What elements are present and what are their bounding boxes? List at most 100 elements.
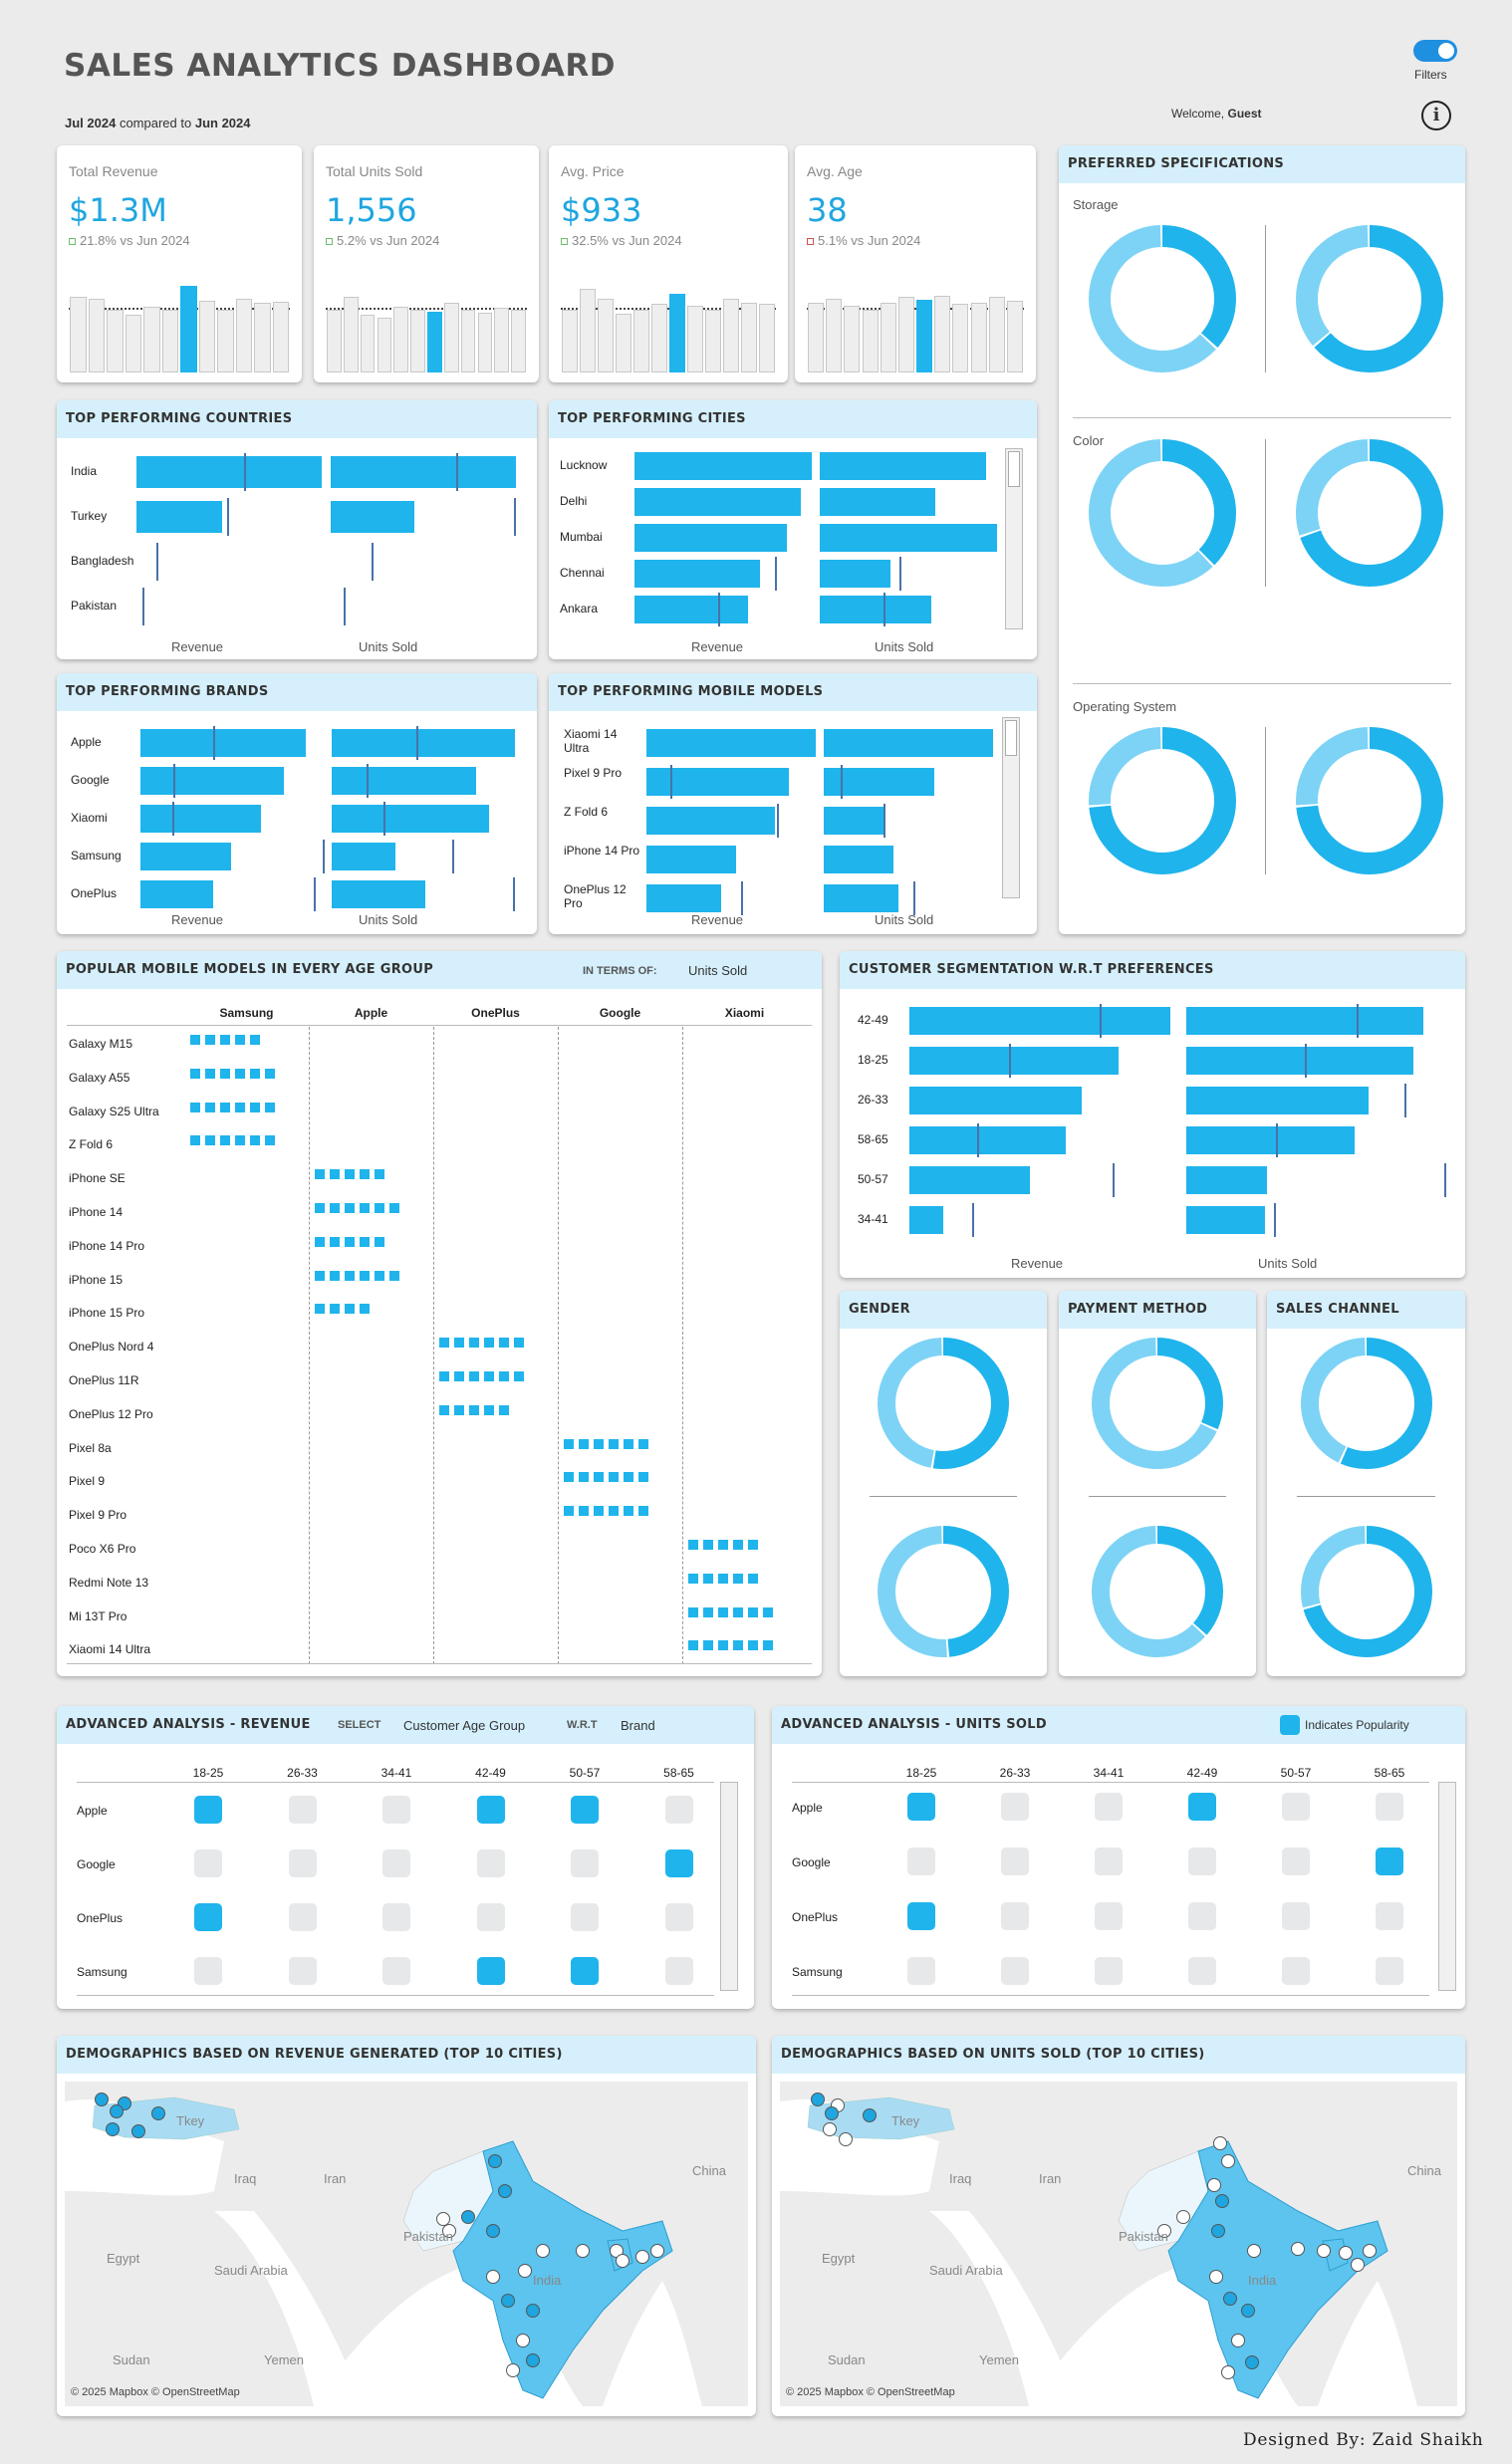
city-marker[interactable] [839, 2132, 853, 2146]
city-marker[interactable] [526, 2353, 540, 2367]
revenue-bar[interactable] [646, 846, 737, 873]
popularity-cell[interactable] [571, 1903, 599, 1931]
models-scrollbar[interactable] [1002, 717, 1020, 898]
map-units[interactable]: Tkey Iraq Iran China Pakistan Egypt Saudi Arab… [780, 2082, 1457, 2406]
scroll-thumb[interactable] [1008, 451, 1020, 487]
popularity-cell[interactable] [288, 1903, 317, 1931]
city-marker[interactable] [498, 2184, 512, 2198]
revenue-bar[interactable] [909, 1007, 1170, 1035]
small-donut[interactable] [1299, 1524, 1434, 1659]
city-marker[interactable] [616, 2254, 630, 2268]
donut-slice[interactable] [1089, 727, 1236, 874]
popularity-cell[interactable] [1001, 1902, 1029, 1930]
city-marker[interactable] [1211, 2224, 1225, 2238]
city-marker[interactable] [516, 2334, 530, 2347]
popularity-cell[interactable] [907, 1848, 935, 1875]
donut-slice[interactable] [1296, 439, 1443, 587]
city-marker[interactable] [506, 2363, 520, 2377]
donut-slice[interactable] [1300, 1526, 1432, 1657]
popularity-cell[interactable] [194, 1849, 222, 1877]
popularity-cell[interactable] [1188, 1793, 1216, 1821]
spec-donut[interactable] [1087, 725, 1238, 876]
donut-slice[interactable] [1089, 727, 1236, 874]
city-marker[interactable] [526, 2304, 540, 2318]
map-revenue[interactable]: Tkey Iraq Iran China Pakistan Egypt Saudi Arab… [65, 2082, 748, 2406]
revenue-bar[interactable] [909, 1166, 1030, 1194]
info-icon[interactable]: i [1421, 101, 1451, 130]
city-marker[interactable] [486, 2270, 500, 2284]
popularity-cell[interactable] [1282, 1848, 1310, 1875]
units-bar[interactable] [1186, 1007, 1423, 1035]
city-marker[interactable] [1176, 2210, 1190, 2224]
popularity-cell[interactable] [194, 1957, 222, 1985]
city-marker[interactable] [650, 2244, 664, 2258]
city-marker[interactable] [825, 2106, 839, 2120]
city-marker[interactable] [1221, 2365, 1235, 2379]
popularity-cell[interactable] [288, 1849, 317, 1877]
popularity-cell[interactable] [907, 1902, 935, 1930]
popularity-cell[interactable] [1376, 1848, 1403, 1875]
map-canvas[interactable] [65, 2082, 748, 2406]
revenue-bar[interactable] [909, 1087, 1082, 1114]
popularity-cell[interactable] [194, 1796, 222, 1824]
donut-slice[interactable] [1089, 439, 1236, 587]
donut-slice[interactable] [1089, 225, 1236, 372]
revenue-bar[interactable] [634, 488, 802, 516]
donut-slice[interactable] [1089, 439, 1236, 587]
popularity-cell[interactable] [1282, 1793, 1310, 1821]
city-marker[interactable] [576, 2244, 590, 2258]
revenue-bar[interactable] [646, 729, 816, 757]
turkey-region[interactable] [807, 2096, 955, 2140]
city-marker[interactable] [151, 2106, 165, 2120]
donut-slice[interactable] [1089, 225, 1236, 372]
revenue-bar[interactable] [634, 452, 812, 480]
revenue-bar[interactable] [140, 729, 306, 757]
units-bar[interactable] [332, 805, 490, 833]
units-bar[interactable] [1186, 1166, 1267, 1194]
donut-slice[interactable] [1296, 225, 1443, 372]
units-bar[interactable] [1186, 1126, 1355, 1154]
popularity-cell[interactable] [1095, 1902, 1123, 1930]
city-marker[interactable] [518, 2264, 532, 2278]
popularity-cell[interactable] [1376, 1902, 1403, 1930]
popularity-cell[interactable] [664, 1903, 693, 1931]
units-bar[interactable] [331, 501, 414, 533]
popularity-cell[interactable] [1095, 1793, 1123, 1821]
revenue-bar[interactable] [634, 596, 748, 623]
units-bar[interactable] [332, 843, 396, 870]
city-marker[interactable] [106, 2122, 120, 2136]
revenue-bar[interactable] [909, 1206, 944, 1234]
popularity-cell[interactable] [382, 1957, 410, 1985]
popularity-cell[interactable] [476, 1903, 505, 1931]
city-marker[interactable] [635, 2250, 649, 2264]
popularity-cell[interactable] [1095, 1848, 1123, 1875]
filters-toggle[interactable] [1413, 40, 1457, 62]
popularity-cell[interactable] [907, 1793, 935, 1821]
small-donut[interactable] [1090, 1524, 1225, 1659]
revenue-bar[interactable] [140, 805, 262, 833]
popularity-cell[interactable] [1001, 1793, 1029, 1821]
units-bar[interactable] [824, 846, 893, 873]
popularity-cell[interactable] [571, 1849, 599, 1877]
donut-slice[interactable] [878, 1338, 1009, 1469]
donut-slice[interactable] [1296, 727, 1443, 874]
units-bar[interactable] [820, 524, 997, 552]
city-marker[interactable] [110, 2104, 124, 2118]
popularity-cell[interactable] [1095, 1957, 1123, 1985]
units-bar[interactable] [824, 729, 993, 757]
city-marker[interactable] [1317, 2244, 1331, 2258]
city-marker[interactable] [823, 2122, 837, 2136]
spec-donut[interactable] [1294, 223, 1445, 374]
city-marker[interactable] [95, 2093, 109, 2106]
in-terms-select[interactable]: Units Sold [688, 963, 748, 978]
popularity-cell[interactable] [571, 1796, 599, 1824]
units-bar[interactable] [332, 880, 425, 908]
revenue-bar[interactable] [136, 456, 322, 488]
donut-slice[interactable] [1300, 1526, 1432, 1657]
revenue-bar[interactable] [909, 1047, 1119, 1075]
city-marker[interactable] [501, 2294, 515, 2308]
popularity-cell[interactable] [1188, 1902, 1216, 1930]
donut-slice[interactable] [878, 1526, 1009, 1657]
city-marker[interactable] [1221, 2154, 1235, 2168]
donut-slice[interactable] [1300, 1338, 1432, 1469]
